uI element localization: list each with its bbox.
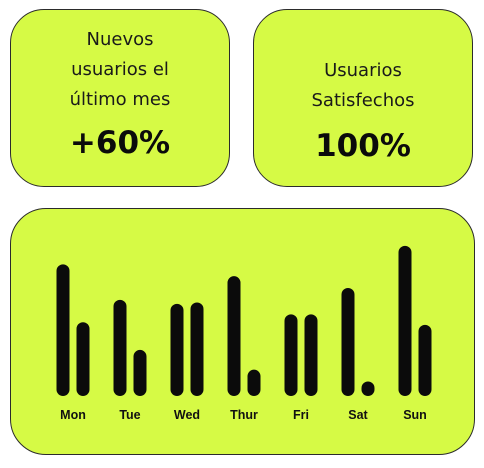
x-tick-label-sun: Sun [403, 408, 427, 422]
x-tick-label-sat: Sat [348, 408, 368, 422]
bar-thur-2 [247, 369, 261, 396]
bar-fri-1 [284, 314, 298, 396]
bar-sun-1 [398, 245, 412, 396]
bar-sun-2 [418, 324, 432, 396]
new-users-label: Nuevos usuarios el último mes [69, 29, 171, 110]
bar-mon-2 [76, 322, 90, 396]
satisfied-users-label: Usuarios Satisfechos [311, 60, 415, 111]
bar-fri-2 [304, 314, 318, 396]
bar-thur-1 [227, 276, 241, 396]
bar-mon-1 [56, 264, 70, 396]
weekly-bar-chart: Mon Tue Wed Thur Fri Sat Sun [56, 245, 432, 422]
bar-wed-2 [190, 302, 204, 396]
bar-tue-1 [113, 299, 127, 396]
new-users-value: +60% [69, 125, 171, 161]
x-tick-label-tue: Tue [119, 408, 140, 422]
bar-sat-2 [361, 381, 375, 396]
satisfied-users-card: Usuarios Satisfechos 100% [253, 9, 473, 187]
x-tick-label-wed: Wed [174, 408, 200, 422]
x-tick-label-thur: Thur [230, 408, 258, 422]
x-tick-label-mon: Mon [60, 408, 86, 422]
weekly-activity-chart-card: Mon Tue Wed Thur Fri Sat Sun [10, 208, 475, 455]
bar-sat-1 [341, 288, 355, 396]
new-users-card: Nuevos usuarios el último mes +60% [10, 9, 230, 187]
bar-tue-2 [133, 349, 147, 396]
x-tick-label-fri: Fri [293, 408, 309, 422]
bar-wed-1 [170, 303, 184, 396]
satisfied-users-value: 100% [315, 128, 411, 164]
